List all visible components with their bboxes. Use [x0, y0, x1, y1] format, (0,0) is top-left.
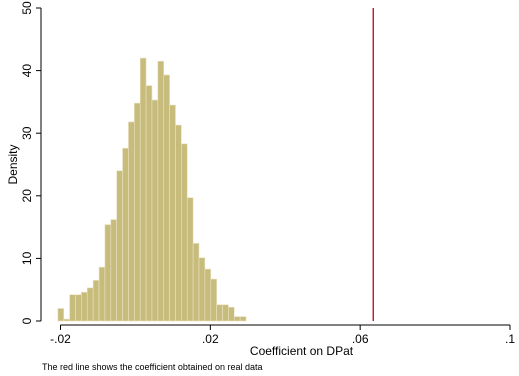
histogram-bar	[151, 99, 159, 322]
histogram-bar	[63, 318, 70, 322]
histogram-bar	[222, 304, 229, 322]
histogram-bar	[216, 304, 223, 322]
histogram-bar	[186, 197, 194, 322]
histogram-bar	[234, 316, 241, 322]
histogram-bar	[198, 257, 206, 322]
y-axis: 0 10 20 30 40 50	[20, 1, 42, 324]
histogram-bar	[145, 85, 153, 322]
histogram-bar	[104, 224, 112, 322]
histogram-bar	[228, 306, 235, 322]
histogram-bar	[175, 124, 182, 322]
x-axis: -.02 .02 .06 .1	[50, 324, 515, 346]
y-tick-label: 30	[20, 126, 34, 140]
y-tick-label: 20	[20, 189, 34, 203]
histogram-bar	[128, 121, 135, 322]
histogram-bar	[92, 280, 100, 322]
histogram-bars	[57, 57, 247, 322]
histogram-bar	[192, 243, 200, 322]
x-tick-label: .1	[505, 332, 515, 346]
x-axis-title: Coefficient on DPat	[250, 344, 354, 358]
histogram-bar	[169, 104, 176, 322]
x-tick-label: .06	[352, 332, 369, 346]
histogram-bar	[239, 316, 247, 322]
histogram-bar	[181, 143, 188, 322]
histogram-bar	[69, 294, 76, 322]
histogram-bar	[81, 291, 88, 322]
histogram-bar	[110, 219, 117, 322]
y-tick-label: 40	[20, 64, 34, 78]
y-axis-title: Density	[6, 144, 20, 184]
histogram-bar	[116, 170, 123, 322]
histogram-bar	[86, 287, 94, 322]
histogram-bar	[210, 278, 217, 322]
histogram-bar	[98, 266, 106, 322]
histogram-bar	[163, 74, 170, 322]
x-tick-label: -.02	[50, 332, 71, 346]
histogram-bar	[122, 147, 129, 322]
x-tick-label: .02	[202, 332, 219, 346]
histogram-bar	[139, 57, 147, 322]
chart-note: The red line shows the coefficient obtai…	[42, 362, 262, 372]
histogram-bar	[75, 294, 82, 322]
y-tick-label: 0	[20, 317, 34, 324]
histogram-bar	[204, 268, 212, 322]
histogram-bar	[134, 102, 141, 322]
histogram-bar	[57, 308, 65, 322]
histogram-bar	[157, 60, 165, 322]
y-tick-label: 10	[20, 251, 34, 265]
y-tick-label: 50	[20, 1, 34, 15]
